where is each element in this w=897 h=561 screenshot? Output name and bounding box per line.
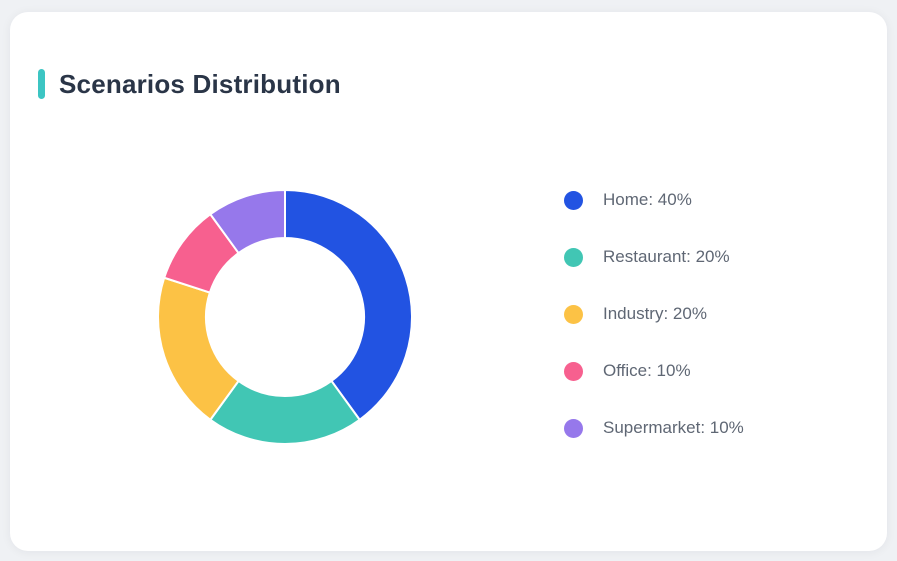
legend-dot-icon <box>564 361 583 381</box>
chart-legend: Home: 40% Restaurant: 20% Industry: 20% Off… <box>564 190 744 438</box>
legend-item-industry[interactable]: Industry: 20% <box>564 304 744 324</box>
legend-item-supermarket[interactable]: Supermarket: 10% <box>564 418 744 438</box>
legend-item-restaurant[interactable]: Restaurant: 20% <box>564 247 744 267</box>
pie-slice-home[interactable] <box>284 189 413 421</box>
legend-dot-icon <box>564 190 583 210</box>
legend-dot-icon <box>564 418 583 438</box>
donut-chart <box>157 189 413 445</box>
legend-label: Home: 40% <box>603 190 692 209</box>
pie-slice-industry[interactable] <box>157 276 240 421</box>
card-header: Scenarios Distribution <box>38 54 341 115</box>
pie-slice-supermarket[interactable] <box>209 189 286 255</box>
legend-item-office[interactable]: Office: 10% <box>564 361 744 381</box>
legend-dot-icon <box>564 247 583 267</box>
legend-label: Office: 10% <box>603 361 691 380</box>
legend-label: Restaurant: 20% <box>603 247 730 266</box>
legend-label: Industry: 20% <box>603 304 707 323</box>
scenarios-distribution-card: Scenarios Distribution Home: 40% Restaura… <box>10 12 887 551</box>
title-accent-bar <box>38 69 45 100</box>
page-title: Scenarios Distribution <box>59 69 341 100</box>
legend-item-home[interactable]: Home: 40% <box>564 190 744 210</box>
legend-dot-icon <box>564 304 583 324</box>
legend-label: Supermarket: 10% <box>603 418 744 437</box>
